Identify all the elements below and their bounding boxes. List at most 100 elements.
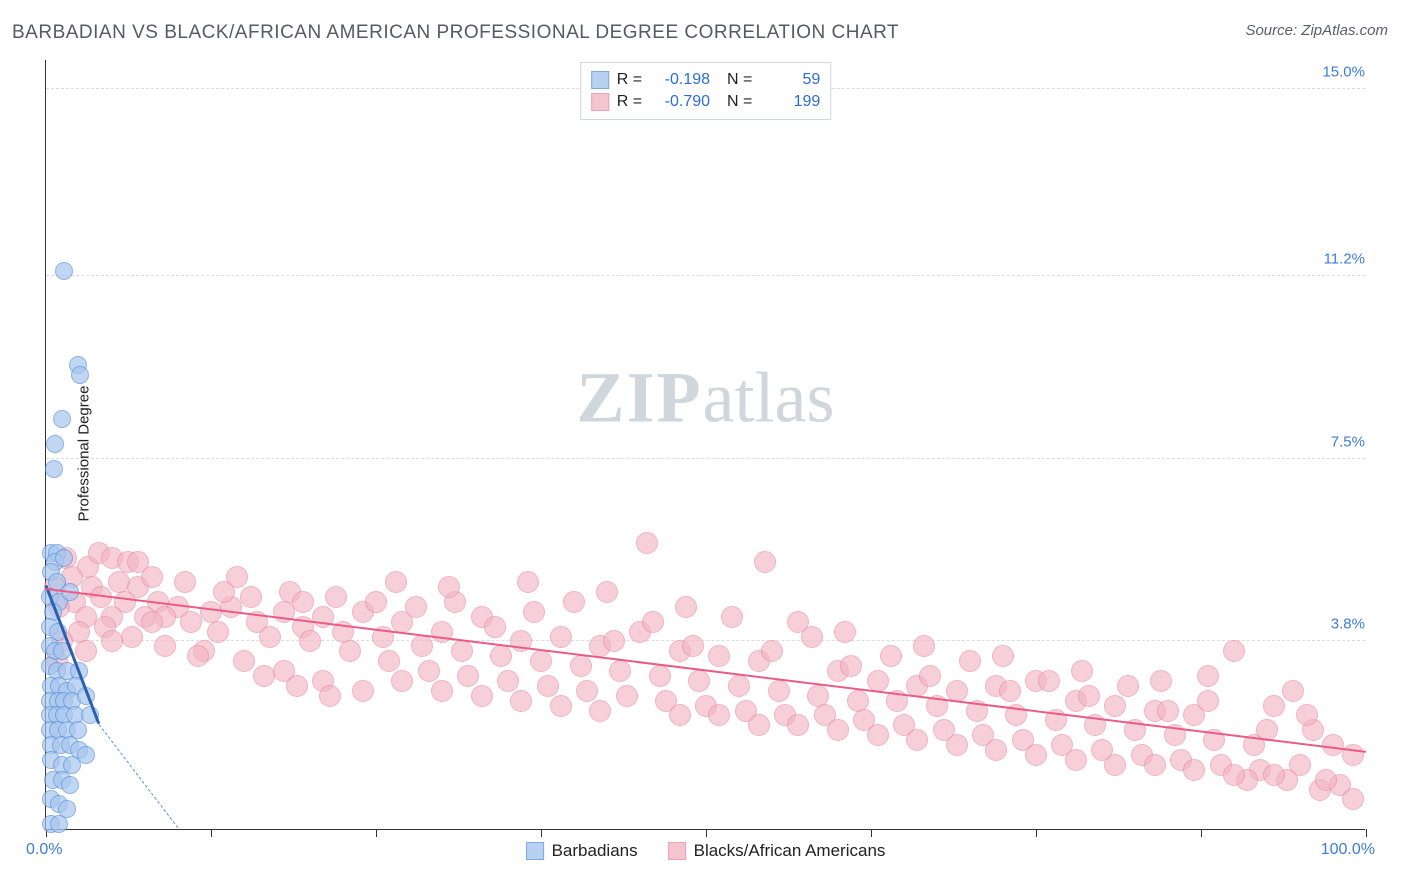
data-point — [510, 690, 532, 712]
gridline — [46, 458, 1365, 459]
data-point — [352, 680, 374, 702]
data-point — [919, 665, 941, 687]
data-point — [45, 460, 63, 478]
data-point — [636, 532, 658, 554]
data-point — [1104, 695, 1126, 717]
legend-item-barbadians: Barbadians — [526, 841, 638, 861]
data-point — [365, 591, 387, 613]
data-point — [550, 626, 572, 648]
y-tick-label: 7.5% — [1325, 433, 1365, 450]
data-point — [517, 571, 539, 593]
x-tick — [706, 829, 707, 837]
data-point — [213, 581, 235, 603]
data-point — [431, 680, 453, 702]
data-point — [768, 680, 790, 702]
data-point — [913, 635, 935, 657]
data-point — [180, 611, 202, 633]
y-tick-label: 15.0% — [1316, 63, 1365, 80]
x-tick — [1201, 829, 1202, 837]
data-point — [523, 601, 545, 623]
data-point — [233, 650, 255, 672]
data-point — [834, 621, 856, 643]
data-point — [1197, 690, 1219, 712]
data-point — [1104, 754, 1126, 776]
data-point — [1296, 704, 1318, 726]
data-point — [642, 611, 664, 633]
gridline — [46, 640, 1365, 641]
trend-line — [98, 725, 178, 829]
data-point — [200, 601, 222, 623]
data-point — [682, 635, 704, 657]
data-point — [451, 640, 473, 662]
data-point — [325, 586, 347, 608]
swatch-icon — [591, 93, 609, 111]
data-point — [1282, 680, 1304, 702]
data-point — [728, 675, 750, 697]
data-point — [378, 650, 400, 672]
data-point — [867, 724, 889, 746]
y-axis-label: Professional Degree — [75, 385, 92, 521]
legend-item-blacks: Blacks/African Americans — [668, 841, 886, 861]
data-point — [438, 576, 460, 598]
data-point — [292, 591, 314, 613]
data-point — [1071, 660, 1093, 682]
data-point — [675, 596, 697, 618]
data-point — [827, 719, 849, 741]
x-axis-min-label: 0.0% — [26, 841, 62, 859]
data-point — [999, 680, 1021, 702]
data-point — [530, 650, 552, 672]
data-point — [880, 645, 902, 667]
data-point — [1342, 744, 1364, 766]
data-point — [46, 435, 64, 453]
gridline — [46, 275, 1365, 276]
data-point — [121, 626, 143, 648]
chart-title: BARBADIAN VS BLACK/AFRICAN AMERICAN PROF… — [12, 22, 899, 44]
data-point — [1263, 764, 1285, 786]
data-point — [1025, 744, 1047, 766]
data-point — [1157, 700, 1179, 722]
data-point — [787, 714, 809, 736]
data-point — [1315, 769, 1337, 791]
data-point — [754, 551, 776, 573]
data-point — [801, 626, 823, 648]
data-point — [840, 655, 862, 677]
data-point — [748, 714, 770, 736]
data-point — [259, 626, 281, 648]
data-point — [207, 621, 229, 643]
data-point — [127, 551, 149, 573]
data-point — [53, 410, 71, 428]
data-point — [603, 630, 625, 652]
data-point — [985, 739, 1007, 761]
data-point — [1038, 670, 1060, 692]
y-tick-label: 3.8% — [1325, 616, 1365, 633]
data-point — [174, 571, 196, 593]
data-point — [616, 685, 638, 707]
data-point — [1263, 695, 1285, 717]
x-tick — [1036, 829, 1037, 837]
data-point — [490, 645, 512, 667]
data-point — [75, 640, 97, 662]
data-point — [1342, 788, 1364, 810]
x-tick — [871, 829, 872, 837]
data-point — [708, 645, 730, 667]
data-point — [71, 366, 89, 384]
scatter-plot: Professional Degree ZIPatlas R =-0.198 N… — [45, 60, 1365, 830]
data-point — [286, 675, 308, 697]
data-point — [484, 616, 506, 638]
data-point — [609, 660, 631, 682]
correlation-legend: R =-0.198 N =59 R =-0.790 N =199 — [580, 62, 832, 120]
data-point — [906, 729, 928, 751]
x-axis-max-label: 100.0% — [1321, 841, 1375, 859]
data-point — [576, 680, 598, 702]
data-point — [669, 704, 691, 726]
data-point — [299, 630, 321, 652]
data-point — [1183, 759, 1205, 781]
x-tick — [1366, 829, 1367, 837]
data-point — [1223, 764, 1245, 786]
data-point — [1144, 754, 1166, 776]
data-point — [240, 586, 262, 608]
data-point — [867, 670, 889, 692]
series-legend: Barbadians Blacks/African Americans — [526, 841, 886, 861]
data-point — [1197, 665, 1219, 687]
data-point — [411, 635, 433, 657]
